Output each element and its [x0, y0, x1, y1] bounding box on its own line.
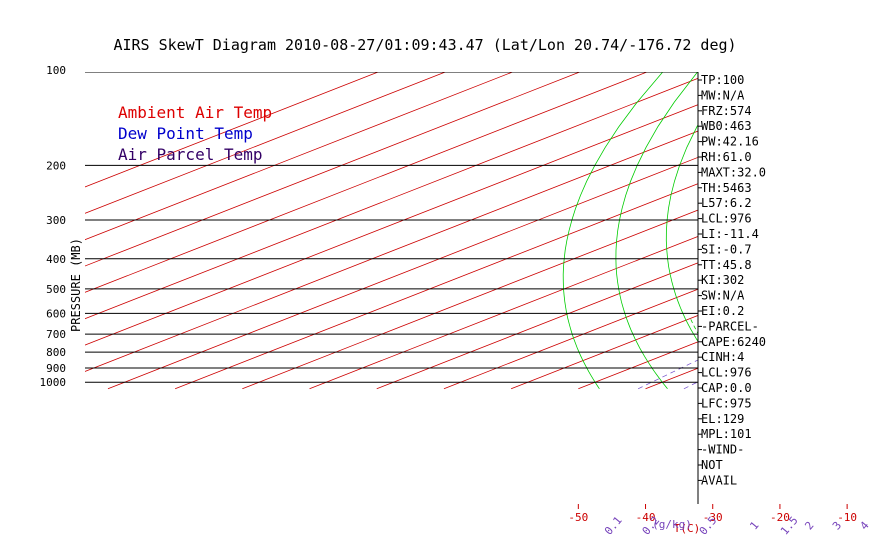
dry-adiabat-line [615, 72, 698, 390]
legend-dew-point-temp: Dew Point Temp [118, 124, 253, 143]
index-value: MPL:101 [701, 427, 752, 441]
index-value: LI:-11.4 [701, 227, 759, 241]
pressure-tick-label: 200 [46, 159, 66, 172]
legend-air-parcel-temp: Air Parcel Temp [118, 145, 263, 164]
isotherm-line [85, 130, 698, 372]
index-value: -WIND- [701, 443, 744, 457]
index-value: -PARCEL- [701, 319, 759, 333]
index-value: AVAIL [701, 473, 737, 487]
isotherm-line [85, 77, 698, 320]
isotherm-line [85, 72, 648, 293]
bottom-temp-tick-label: -20 [770, 511, 790, 524]
pressure-tick-label: 100 [46, 64, 66, 77]
index-value: SW:N/A [701, 289, 745, 303]
legend: Ambient Air Temp Dew Point Temp Air Parc… [118, 103, 272, 164]
index-value: SI:-0.7 [701, 242, 752, 256]
tick-labels: 1000900800700600500400300200100-120-110-… [40, 64, 870, 538]
chart-title: AIRS SkewT Diagram 2010-08-27/01:09:43.4… [113, 36, 736, 54]
index-value: LCL:976 [701, 366, 752, 380]
pressure-tick-label: 700 [46, 328, 66, 341]
pressure-tick-label: 1000 [40, 376, 67, 389]
isotherm-line [376, 262, 698, 390]
legend-ambient-air-temp: Ambient Air Temp [118, 103, 272, 122]
index-value: KI:302 [701, 273, 744, 287]
y-axis-label: PRESSURE (MB) [69, 238, 83, 332]
index-value: FRZ:574 [701, 104, 752, 118]
pressure-tick-label: 600 [46, 307, 66, 320]
index-value: WB0:463 [701, 119, 752, 133]
dry-adiabat-line [665, 124, 698, 343]
index-value: MAXT:32.0 [701, 165, 766, 179]
pressure-tick-label: 300 [46, 214, 66, 227]
isotherm-line [510, 315, 698, 390]
index-value: PW:42.16 [701, 135, 759, 149]
index-value: CINH:4 [701, 350, 744, 364]
index-value: NOT [701, 458, 723, 472]
index-value: EL:129 [701, 412, 744, 426]
index-value: L57:6.2 [701, 196, 752, 210]
index-value: LCL:976 [701, 212, 752, 226]
index-value: MW:N/A [701, 88, 745, 102]
bottom-temp-tick-label: -30 [703, 511, 723, 524]
isotherm-line [85, 104, 698, 346]
isotherm-line [174, 183, 698, 390]
isobar-lines [85, 72, 698, 383]
isotherm-line [85, 72, 446, 214]
dry-adiabat-line [562, 72, 664, 390]
isotherm-lines [85, 72, 698, 390]
index-value: CAP:0.0 [701, 381, 752, 395]
bottom-temp-tick-label: -10 [837, 511, 857, 524]
isotherm-line [107, 156, 698, 390]
index-value: RH:61.0 [701, 150, 752, 164]
isotherm-line [85, 72, 513, 241]
isotherm-line [242, 209, 698, 390]
isotherm-line [85, 72, 580, 267]
pressure-tick-label: 500 [46, 283, 66, 296]
index-value: EI:0.2 [701, 304, 744, 318]
bottom-axis-unit-label: T(C) [674, 522, 701, 535]
dry-adiabat-lines [562, 72, 698, 390]
bottom-temp-tick-label: -50 [568, 511, 588, 524]
isotherm-line [85, 72, 379, 188]
pressure-tick-label: 400 [46, 253, 66, 266]
index-value: TH:5463 [701, 181, 752, 195]
mixing-ratio-unit-label: (g/kg) [652, 518, 692, 531]
isotherm-line [309, 236, 698, 390]
index-value: TT:45.8 [701, 258, 752, 272]
index-value: TP:100 [701, 73, 744, 87]
bottom-temp-tick-label: -40 [636, 511, 656, 524]
index-value: CAPE:6240 [701, 335, 766, 349]
index-value: LFC:975 [701, 396, 752, 410]
pressure-tick-label: 800 [46, 346, 66, 359]
isotherm-line [443, 288, 698, 390]
pressure-tick-label: 900 [46, 362, 66, 375]
